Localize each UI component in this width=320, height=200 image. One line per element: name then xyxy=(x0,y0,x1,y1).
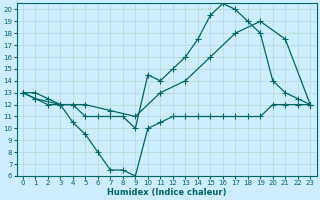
X-axis label: Humidex (Indice chaleur): Humidex (Indice chaleur) xyxy=(107,188,226,197)
